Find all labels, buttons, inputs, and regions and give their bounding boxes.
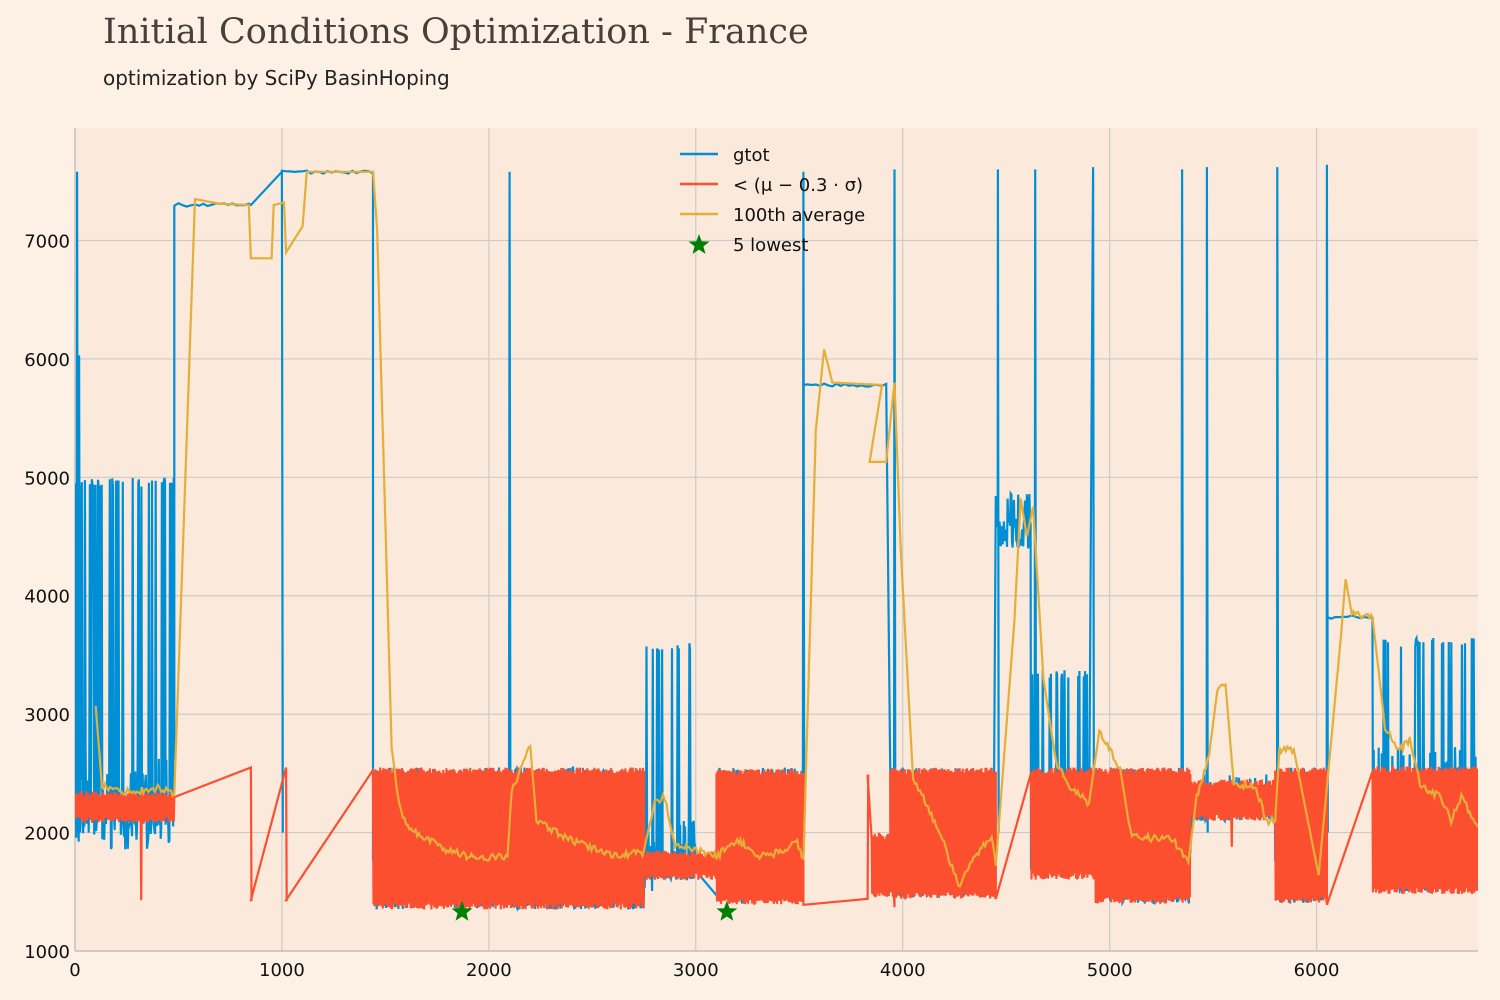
x-tick-label: 6000 [1294, 960, 1340, 981]
y-tick-label: 7000 [24, 231, 70, 252]
lowest-star-marker [716, 900, 738, 921]
chart-subtitle: optimization by SciPy BasinHoping [103, 66, 450, 90]
legend-label: 100th average [733, 205, 865, 226]
x-tick-label: 2000 [466, 960, 512, 981]
x-tick-label: 3000 [673, 960, 719, 981]
chart-title: Initial Conditions Optimization - France [103, 12, 809, 52]
y-tick-label: 1000 [24, 942, 70, 963]
x-tick-label: 5000 [1087, 960, 1133, 981]
y-tick-label: 2000 [24, 824, 70, 845]
legend-label: gtot [733, 145, 770, 166]
y-tick-label: 4000 [24, 587, 70, 608]
legend: gtot < (μ − 0.3 · σ) 100th average 5 lowest [680, 145, 865, 256]
series-average-line [94, 170, 1478, 888]
lowest-star-marker [451, 900, 473, 921]
y-tick-label: 6000 [24, 350, 70, 371]
legend-label: 5 lowest [733, 235, 808, 256]
x-tick-label: 4000 [880, 960, 926, 981]
legend-label: < (μ − 0.3 · σ) [733, 175, 863, 196]
x-tick-label: 1000 [259, 960, 305, 981]
y-tick-label: 5000 [24, 468, 70, 489]
y-tick-label: 3000 [24, 705, 70, 726]
series-threshold-line [75, 765, 1478, 910]
legend-swatch-star [688, 234, 710, 254]
x-tick-label: 0 [69, 960, 80, 981]
